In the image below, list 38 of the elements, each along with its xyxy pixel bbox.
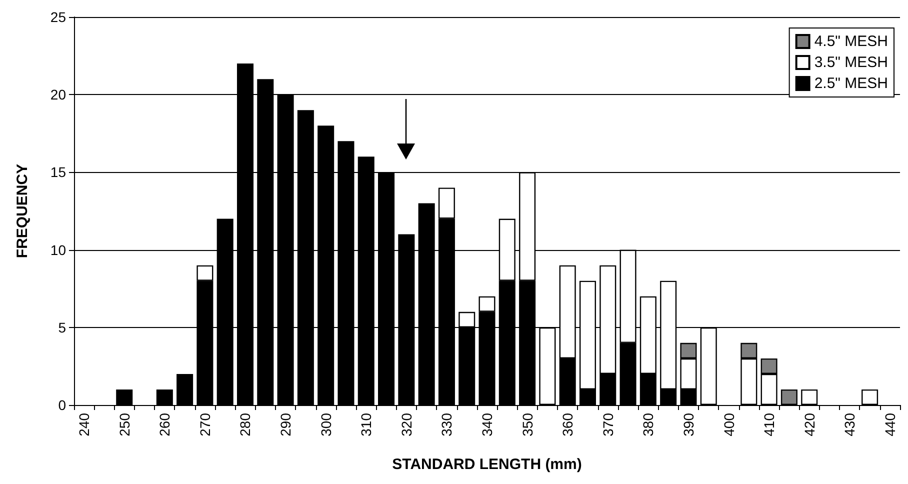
x-tick-label: 430 <box>842 412 858 436</box>
y-tick-label: 5 <box>58 319 66 336</box>
legend-label: 3.5" MESH <box>814 54 888 71</box>
y-axis-title: FREQUENCY <box>14 164 31 258</box>
bar <box>116 389 133 405</box>
bar <box>780 389 798 405</box>
bar <box>176 374 194 405</box>
legend-label: 2.5" MESH <box>814 75 888 92</box>
x-tick-label: 340 <box>479 412 495 436</box>
x-tick-label: 420 <box>801 412 818 436</box>
x-tick-label: 370 <box>600 412 616 436</box>
x-tick-label: 390 <box>680 412 696 436</box>
x-tick-label: 260 <box>156 412 173 436</box>
x-tick-label: 240 <box>76 412 92 436</box>
x-tick-label: 400 <box>720 412 737 436</box>
x-axis-title: STANDARD LENGTH (mm) <box>392 456 582 473</box>
y-tick-label: 10 <box>50 242 66 258</box>
x-tick-label: 440 <box>882 412 898 436</box>
x-tick-label: 300 <box>318 412 334 436</box>
x-tick-label: 270 <box>196 412 213 436</box>
x-tick-label: 290 <box>278 412 294 436</box>
bar <box>862 389 878 405</box>
y-tick-label: 25 <box>50 9 66 25</box>
x-tick-label: 280 <box>237 412 254 436</box>
x-tick-label: 320 <box>398 412 414 436</box>
x-tick-label: 410 <box>761 412 778 436</box>
x-tick-label: 250 <box>116 412 132 436</box>
bar <box>801 389 818 405</box>
y-tick-label: 15 <box>50 164 66 180</box>
bar <box>156 389 173 405</box>
x-tick-label: 310 <box>358 412 374 436</box>
legend-label: 4.5" MESH <box>814 33 888 50</box>
y-tick-label: 0 <box>58 397 66 413</box>
x-tick-label: 330 <box>438 412 455 436</box>
x-tick-label: 380 <box>640 412 656 436</box>
y-tick-label: 20 <box>50 86 66 103</box>
x-tick-label: 360 <box>560 412 576 436</box>
x-tick-label: 350 <box>519 412 536 436</box>
